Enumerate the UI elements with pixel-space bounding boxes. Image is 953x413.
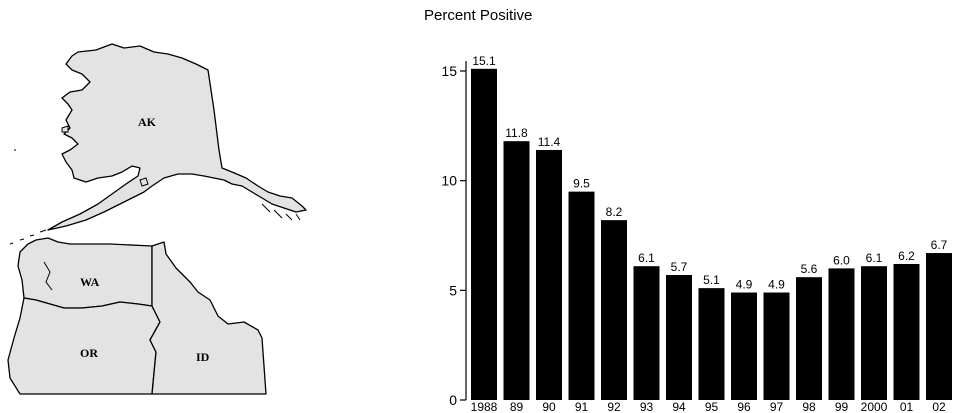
x-tick-label: 91: [575, 400, 589, 413]
bar: [828, 268, 855, 400]
y-axis-title: Percent Positive: [424, 7, 532, 24]
x-tick-label: 01: [900, 400, 914, 413]
data-label: 6.2: [898, 249, 915, 263]
y-tick-label: 15: [441, 63, 457, 79]
bar: [763, 292, 790, 400]
bar: [633, 266, 660, 400]
bar: [731, 292, 757, 400]
region-map: AK WA OR ID: [7, 43, 307, 395]
x-tick-label: 02: [932, 400, 946, 413]
y-tick-label: 5: [449, 282, 457, 298]
x-tick-label: 94: [672, 400, 686, 413]
data-label: 6.0: [833, 253, 850, 267]
bar: [926, 253, 952, 400]
data-label: 11.8: [505, 126, 528, 140]
x-tick-label: 90: [542, 400, 556, 413]
island-shape: [61, 125, 69, 133]
x-tick-label: 95: [705, 400, 719, 413]
y-tick-label: 0: [449, 392, 457, 408]
bar-series: [471, 68, 952, 401]
state-label-ak: AK: [138, 115, 157, 129]
islands-chain: [9, 229, 47, 245]
x-tick-label: 98: [802, 400, 816, 413]
data-label: 6.1: [638, 251, 655, 265]
data-label: 5.1: [703, 273, 720, 287]
y-tick-label: 10: [441, 173, 457, 189]
data-label: 15.1: [472, 54, 496, 68]
bar: [796, 277, 822, 400]
bar: [893, 264, 920, 400]
state-label-or: OR: [80, 346, 98, 360]
state-id: [149, 241, 267, 395]
bar: [471, 68, 497, 400]
bar: [568, 191, 595, 400]
data-label: 4.9: [768, 278, 785, 292]
x-tick-label: 92: [607, 400, 621, 413]
bar: [666, 274, 692, 400]
data-label: 4.9: [736, 278, 753, 292]
state-label-id: ID: [196, 350, 210, 364]
x-tick-label: 97: [770, 400, 784, 413]
x-tick-label: 93: [640, 400, 654, 413]
y-axis: 0 5 10 15: [441, 61, 467, 408]
bar: [698, 288, 725, 400]
bar: [601, 220, 627, 400]
data-label: 6.1: [866, 251, 883, 265]
panhandle-islands: [261, 203, 301, 221]
bar: [861, 266, 887, 400]
puget-sound: [43, 261, 53, 291]
data-label: 8.2: [606, 205, 623, 219]
x-tick-label: 99: [835, 400, 849, 413]
state-label-wa: WA: [80, 275, 100, 289]
x-axis-labels: 198889909192939495969798992000010203: [471, 400, 946, 413]
bar: [503, 141, 530, 401]
value-labels: 15.1 11.8 11.4 9.5 8.2 6.1 5.7 5.1 4.9 4.9 5.6 6.0 6…: [472, 54, 948, 292]
x-tick-label: 89: [510, 400, 524, 413]
x-tick-label: 1988: [471, 400, 498, 413]
data-label: 5.7: [671, 260, 688, 274]
island-shape: [139, 177, 149, 187]
x-tick-label: 2000: [861, 400, 888, 413]
data-label: 9.5: [573, 177, 590, 191]
data-label: 11.4: [538, 135, 561, 149]
data-label: 5.6: [801, 262, 818, 276]
x-tick-label: 96: [737, 400, 751, 413]
bar: [536, 149, 562, 400]
data-label: 6.7: [931, 238, 948, 252]
